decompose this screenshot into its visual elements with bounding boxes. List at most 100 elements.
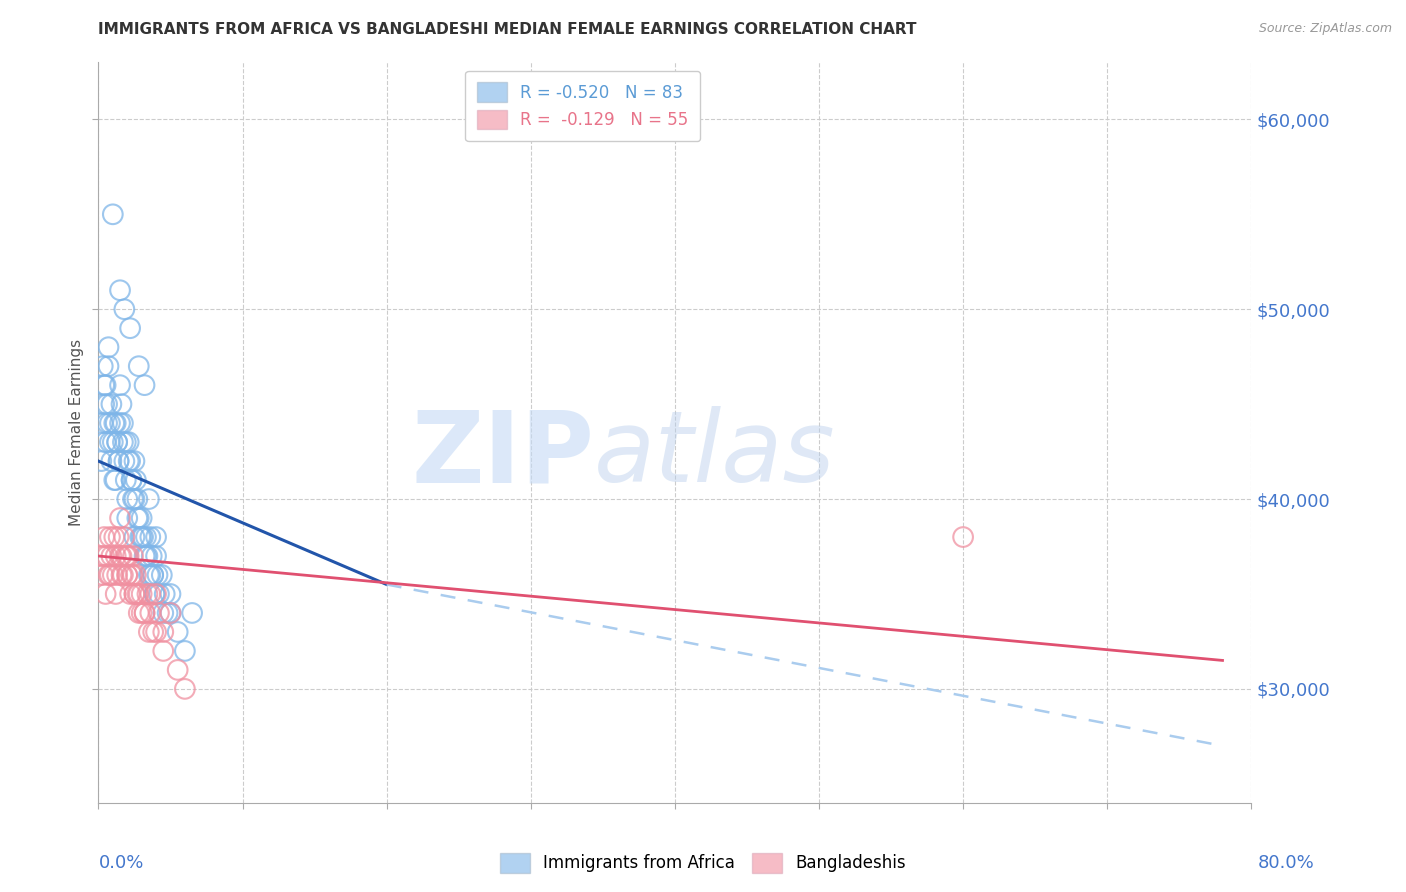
Point (108, 511, 131, 525)
Point (142, 568, 165, 582)
Point (107, 530, 129, 544)
Point (101, 568, 124, 582)
Point (114, 435, 136, 450)
Point (117, 549, 139, 563)
Point (159, 606, 181, 620)
Point (96, 549, 118, 563)
Point (125, 473, 148, 487)
Point (128, 359, 150, 374)
Point (107, 454, 129, 468)
Point (127, 587, 149, 601)
Point (127, 511, 149, 525)
Point (139, 587, 162, 601)
Point (111, 568, 134, 582)
Point (118, 549, 141, 563)
Point (125, 568, 148, 582)
Point (148, 606, 170, 620)
Point (94, 435, 117, 450)
Point (136, 549, 159, 563)
Point (104, 587, 127, 601)
Text: ZIP: ZIP (412, 407, 595, 503)
Point (104, 473, 127, 487)
Point (166, 663, 188, 677)
Point (124, 587, 146, 601)
Point (110, 568, 132, 582)
Point (122, 568, 145, 582)
Point (136, 587, 159, 601)
Point (128, 511, 150, 525)
Point (117, 568, 139, 582)
Point (159, 587, 181, 601)
Point (98, 416, 121, 430)
Legend: Immigrants from Africa, Bangladeshis: Immigrants from Africa, Bangladeshis (494, 847, 912, 880)
Point (120, 587, 142, 601)
Point (145, 530, 167, 544)
Point (181, 606, 204, 620)
Point (93, 530, 115, 544)
Point (122, 491, 145, 506)
Point (97, 359, 120, 374)
Point (96, 416, 118, 430)
Point (93, 378, 115, 392)
Point (143, 587, 166, 601)
Point (142, 568, 165, 582)
Point (135, 530, 157, 544)
Point (952, 530, 974, 544)
Point (145, 624, 167, 639)
Point (93, 397, 115, 411)
Point (105, 435, 128, 450)
Point (98, 435, 121, 450)
Point (138, 624, 160, 639)
Point (124, 454, 146, 468)
Point (100, 549, 122, 563)
Point (108, 283, 131, 297)
Point (128, 606, 150, 620)
Point (98, 568, 121, 582)
Point (105, 435, 128, 450)
Text: 0.0%: 0.0% (98, 855, 143, 872)
Point (174, 681, 197, 696)
Point (152, 606, 174, 620)
Point (134, 378, 156, 392)
Text: atlas: atlas (595, 407, 835, 503)
Point (150, 568, 173, 582)
Point (103, 416, 125, 430)
Point (156, 606, 179, 620)
Point (134, 606, 156, 620)
Point (94, 378, 117, 392)
Point (108, 378, 131, 392)
Point (104, 416, 127, 430)
Point (100, 454, 122, 468)
Point (152, 624, 174, 639)
Point (131, 511, 153, 525)
Point (121, 473, 143, 487)
Point (143, 587, 166, 601)
Point (166, 624, 188, 639)
Point (110, 397, 132, 411)
Point (97, 568, 120, 582)
Point (101, 435, 124, 450)
Point (138, 491, 160, 506)
Point (118, 435, 141, 450)
Text: IMMIGRANTS FROM AFRICA VS BANGLADESHI MEDIAN FEMALE EARNINGS CORRELATION CHART: IMMIGRANTS FROM AFRICA VS BANGLADESHI ME… (98, 22, 917, 37)
Point (94, 587, 117, 601)
Point (122, 549, 145, 563)
Point (112, 530, 135, 544)
Point (153, 587, 176, 601)
Point (135, 549, 157, 563)
Point (146, 568, 169, 582)
Point (127, 491, 149, 506)
Point (100, 397, 122, 411)
Point (134, 549, 156, 563)
Point (131, 530, 153, 544)
Point (112, 454, 135, 468)
Point (93, 549, 115, 563)
Point (91, 416, 114, 430)
Point (101, 207, 124, 221)
Point (111, 435, 134, 450)
Point (131, 606, 153, 620)
Point (141, 549, 163, 563)
Point (121, 473, 143, 487)
Point (104, 549, 127, 563)
Point (97, 340, 120, 354)
